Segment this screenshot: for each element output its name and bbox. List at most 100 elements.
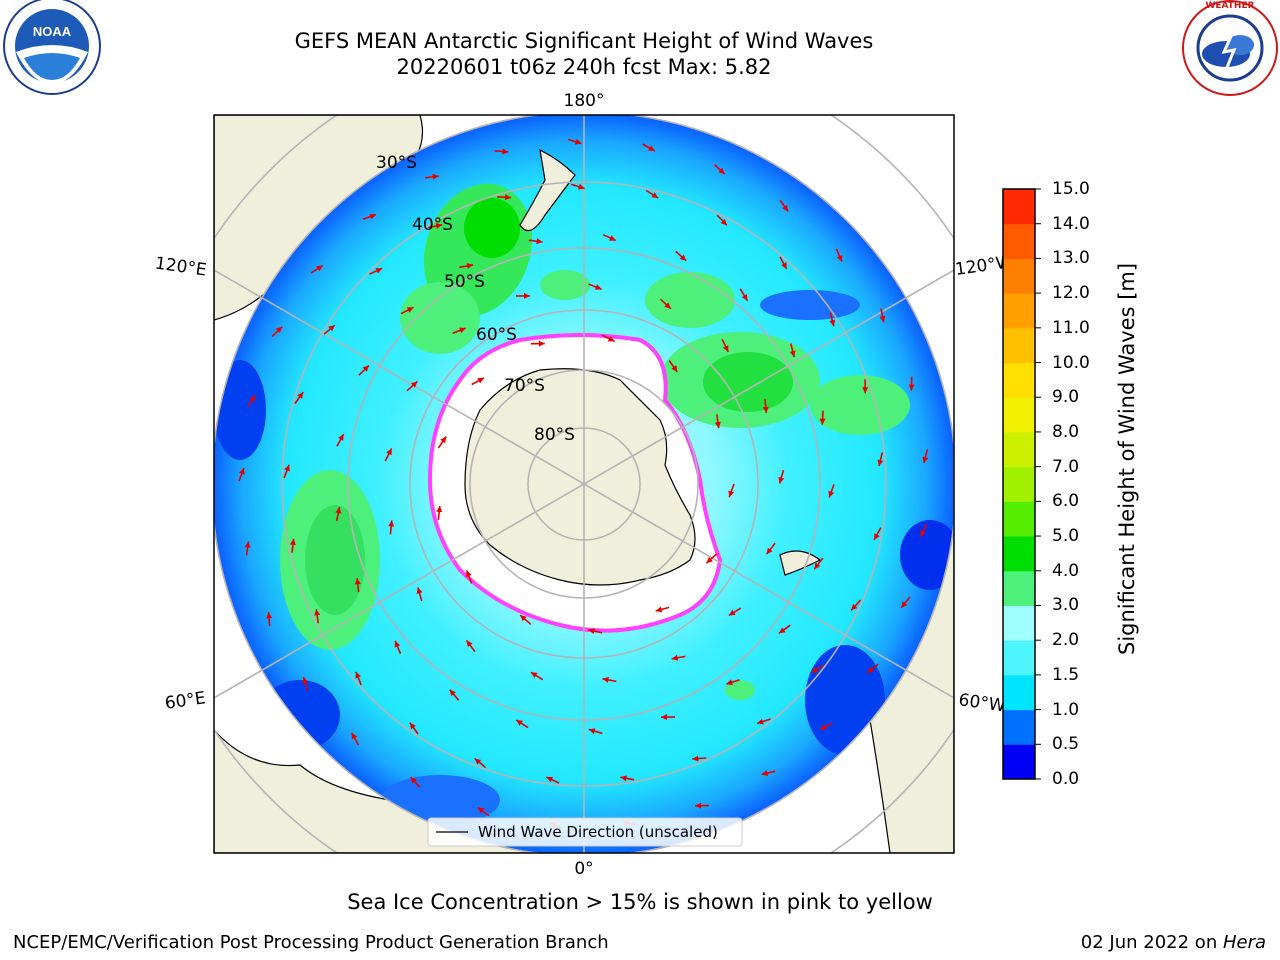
lat-label-40s: 40°S <box>412 215 453 235</box>
wave-arrow-head <box>394 640 401 648</box>
colorbar-segment <box>1003 189 1035 225</box>
wave-arrow-head <box>302 677 309 684</box>
wave-arrow-head <box>819 418 826 425</box>
wave-arrow-head <box>901 601 908 608</box>
colorbar-segment <box>1003 466 1035 502</box>
wave-arrow-head <box>436 506 443 513</box>
wave-arrow-head <box>416 587 423 594</box>
wave-arrow-head <box>297 392 304 399</box>
wave-arrow-head <box>782 204 789 212</box>
wave-arrow-head <box>351 732 358 740</box>
wave-arrow-head <box>607 336 615 342</box>
wave-arrow-head <box>588 628 595 634</box>
wave-arrow-head <box>836 255 843 262</box>
legend-label: Wind Wave Direction (unscaled) <box>478 823 718 841</box>
wave-arrow-head <box>609 235 616 241</box>
colorbar-tick-label: 12.0 <box>1052 283 1090 304</box>
nws-logo: WEATHER <box>1182 0 1278 96</box>
wave-arrow-head <box>409 722 416 730</box>
wave-arrow-head <box>466 263 474 269</box>
lat-label-30s: 30°S <box>376 153 417 173</box>
colorbar-tick-label: 4.0 <box>1052 560 1080 581</box>
lat-label-70s: 70°S <box>504 376 545 396</box>
wave-arrow-head <box>386 448 392 456</box>
wave-arrow-head <box>459 327 466 334</box>
svg-text:WEATHER: WEATHER <box>1205 1 1254 11</box>
wave-arrow-head <box>679 254 687 261</box>
wave-arrow-head <box>530 672 538 678</box>
wave-arrow-head <box>695 802 702 809</box>
colorbar-tick-label: 9.0 <box>1052 387 1080 408</box>
wave-arrow-head <box>814 562 821 570</box>
wave-arrow-head <box>466 570 472 578</box>
wave-arrow-head <box>922 456 929 464</box>
wind-wave-arrows <box>238 138 929 830</box>
colorbar-tick-label: 0.0 <box>1052 769 1080 789</box>
colorbar-tick-label: 14.0 <box>1052 213 1090 234</box>
colorbar-tick-label: 11.0 <box>1052 317 1090 338</box>
wave-arrow-head <box>718 167 725 174</box>
wave-arrow-head <box>778 476 785 484</box>
lon-label-60w: 60°W <box>957 690 1006 716</box>
wave-arrow-head <box>314 609 321 616</box>
wave-arrow-head <box>829 319 836 327</box>
svg-text:NOAA: NOAA <box>33 24 72 39</box>
wave-arrow-head <box>879 315 886 323</box>
wave-arrow-head <box>661 714 667 720</box>
wave-arrow-head <box>578 183 585 190</box>
wave-arrow-head <box>338 434 344 441</box>
graticule <box>214 115 954 853</box>
wave-arrow-head <box>316 265 323 272</box>
wave-arrow-head <box>449 689 456 697</box>
colorbar-segment <box>1003 397 1035 433</box>
colorbar-segment <box>1003 709 1035 745</box>
lat-label-50s: 50°S <box>444 272 485 292</box>
lat-label-80s: 80°S <box>534 425 575 445</box>
wave-arrow-head <box>435 223 443 229</box>
colorbar-tick-label: 1.0 <box>1052 699 1080 720</box>
colorbar-segment <box>1003 570 1035 606</box>
colorbar-segment <box>1003 536 1035 572</box>
wave-arrow-head <box>728 609 736 616</box>
wave-arrow-head <box>671 654 679 661</box>
chart-subtitle-run: 20220601 t06z 240h fcst Max: 5.82 <box>396 55 772 79</box>
colorbar-frame <box>1002 188 1036 780</box>
wave-arrow-head <box>440 436 447 444</box>
colorbar-segment <box>1003 674 1035 711</box>
colorbar-tick-label: 15.0 <box>1052 179 1090 199</box>
noaa-logo: NOAA <box>3 0 101 95</box>
wave-arrow-head <box>275 326 283 333</box>
wave-arrow-head <box>761 770 769 776</box>
lon-label-0: 0° <box>574 859 593 879</box>
wave-arrow-head <box>789 350 796 358</box>
wave-arrow-head <box>741 294 748 301</box>
wave-arrow-head <box>289 538 296 546</box>
wave-arrow-head <box>328 325 335 332</box>
wave-arrow-head <box>851 603 858 611</box>
wave-arrow-head <box>874 533 880 540</box>
wave-arrow-head <box>757 718 764 725</box>
map-area: 30°S 40°S 50°S 60°S 70°S 80°S Wind Wave … <box>214 115 954 853</box>
wave-arrow-head <box>536 238 543 245</box>
colorbar-segment <box>1003 293 1035 329</box>
wave-arrow-head <box>671 365 678 372</box>
sea-ice-note: Sea Ice Concentration > 15% is shown in … <box>347 890 933 914</box>
wave-arrow-head <box>411 381 418 388</box>
wave-arrow-head <box>388 520 395 527</box>
lon-label-120e: 120°E <box>154 254 208 281</box>
wave-arrow-head <box>466 640 473 647</box>
wave-arrow-head <box>726 679 733 686</box>
wave-arrow-head <box>781 262 787 269</box>
wave-arrow-head <box>574 138 582 145</box>
wave-arrow-head <box>811 667 818 673</box>
wave-arrow-head <box>477 807 485 814</box>
colorbar-segment <box>1003 431 1035 468</box>
wave-arrow-head <box>602 676 609 683</box>
colorbar-tick-label: 1.5 <box>1052 664 1080 685</box>
wave-arrow-head <box>354 578 361 585</box>
colorbar-segment <box>1003 744 1035 780</box>
wave-arrow-head <box>244 541 251 548</box>
colorbar-tick-label: 5.0 <box>1052 526 1080 547</box>
colorbar-tick-label: 6.0 <box>1052 491 1080 512</box>
